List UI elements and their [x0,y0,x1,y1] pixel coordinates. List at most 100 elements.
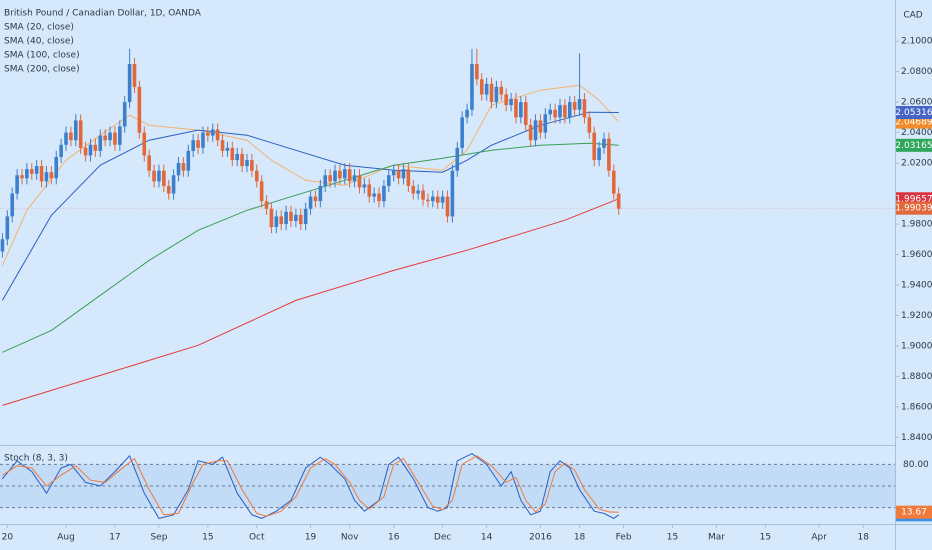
candle-body [44,172,49,182]
candle-body [445,196,450,217]
y-tick-label: 1.88000 [901,372,932,382]
candle-body [362,184,367,188]
x-tick-label: Mar [708,533,725,543]
candle-body [137,86,142,133]
candle-body [298,214,303,225]
candle-body [611,170,616,194]
x-tick-label: 15 [202,533,213,543]
y-tick-label: 2.02000 [901,159,932,169]
x-tick-label: Aug [57,533,75,543]
y-tick-label: 2.06000 [901,98,932,108]
candle-body [406,169,411,186]
candle-body [186,150,191,171]
candle-body [176,163,181,176]
price-tag [896,138,932,152]
candle-body [543,114,548,133]
candle-body [88,144,93,156]
candle-body [98,135,103,151]
candle-body [122,102,127,127]
x-tick-label: 18 [857,533,869,543]
y-tick-label: 2.10000 [901,37,932,47]
candle-body [357,175,362,188]
candle-body [108,132,112,141]
candle-body [411,185,416,194]
candle-body [25,169,29,179]
candle-body [113,132,117,145]
legend-entry: SMA (100, close) [4,51,80,61]
legend-entry: SMA (200, close) [4,65,80,75]
candle-body [577,99,582,110]
candle-body [5,216,10,240]
candle-body [294,214,298,221]
x-tick-label: Oct [249,533,265,543]
candle-body [313,196,318,202]
candle-body [20,175,24,179]
candle-body [342,169,347,179]
candle-body [83,147,88,156]
candle-body [132,64,137,87]
candle-body [391,170,396,176]
y-tick-label: 1.84000 [901,433,932,443]
price-tag-label: 1.99657 [895,194,932,204]
candle-body [421,190,425,200]
candle-body [74,120,78,141]
candle-body [303,208,308,225]
price-tag [896,201,932,215]
candle-body [191,140,195,151]
candle-body [274,216,279,228]
candle-body [181,163,186,171]
candle-body [235,153,239,161]
candle-body [147,155,151,171]
y-tick-label: 2.08000 [901,67,932,77]
candle-body [39,166,44,182]
x-tick-label: 18 [574,533,586,543]
candle-body [157,170,161,182]
candle-body [29,169,34,174]
x-tick-label: Dec [434,533,451,543]
candle-body [563,105,567,118]
x-tick-label: Apr [811,533,827,543]
candle-body [528,124,533,141]
candle-body [450,170,455,217]
candle-body [118,126,122,145]
x-tick-label: 15 [760,533,771,543]
candle-body [377,193,381,202]
candle-body [401,169,406,179]
candle-body [387,175,391,186]
candle-body [250,160,254,171]
candle-body [308,196,313,209]
candle-body [59,144,63,157]
candle-body [201,132,205,148]
candle-body [245,160,249,167]
x-tick-label: 17 [109,533,120,543]
candle-body [0,239,5,252]
candle-body [597,147,601,161]
candle-body [416,190,420,194]
candle-body [382,185,386,202]
candle-body [592,132,597,161]
x-tick-label: Nov [341,533,359,543]
candle-body [494,86,499,103]
candle-body [166,185,171,194]
candle-body [558,105,562,118]
candle-body [210,129,215,136]
candle-body [367,184,372,197]
y-tick-label: 1.94000 [901,280,932,290]
candle-body [289,211,293,221]
candle-body [455,147,460,171]
x-tick-label: Sep [150,533,167,543]
price-tag [896,505,932,519]
candle-body [328,175,332,182]
y-tick-label: 1.98000 [901,220,932,230]
indicator-line [2,455,619,517]
candle-body [347,169,352,182]
candle-body [323,175,328,186]
candle-body [519,102,523,118]
candle-body [548,109,553,115]
candle-body [152,170,156,182]
candle-body [225,147,230,151]
candle-body [171,175,176,194]
candle-body [162,170,166,186]
candle-body [533,120,538,141]
